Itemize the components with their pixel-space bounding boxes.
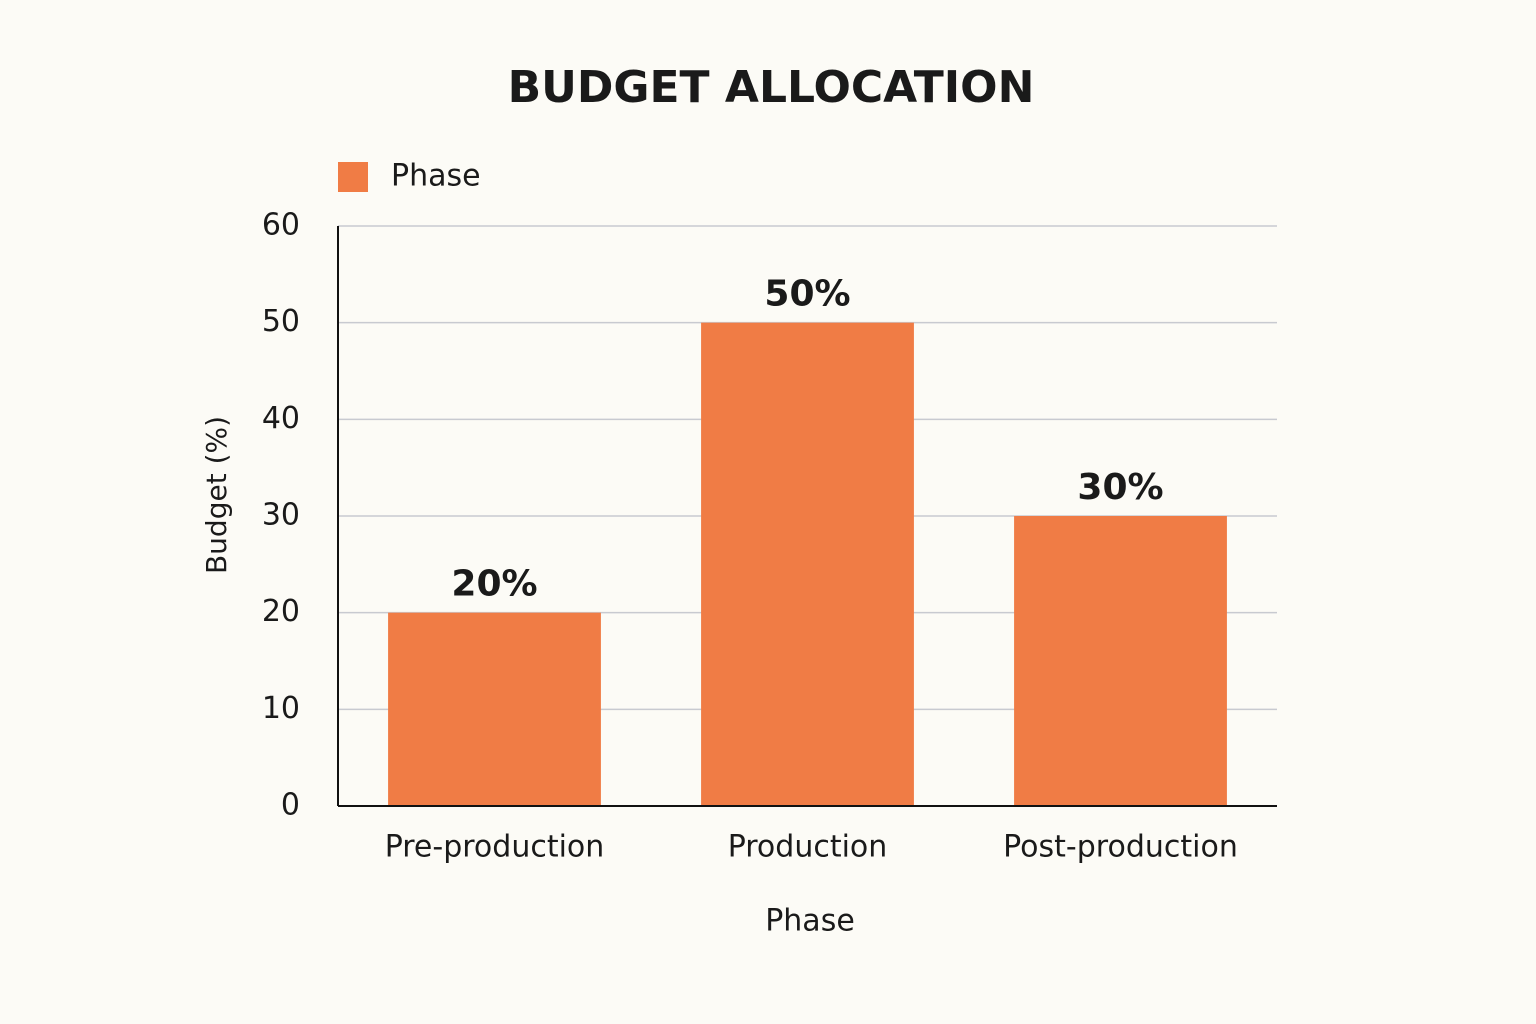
value-label: 50% [764,274,850,315]
chart-title: BUDGET ALLOCATION [508,62,1035,113]
y-tick-label: 50 [262,304,300,339]
y-tick-label: 10 [262,691,300,726]
value-label: 20% [451,564,537,605]
x-tick-label: Production [728,830,888,865]
bar [701,322,914,806]
y-tick-label: 0 [281,788,300,823]
y-axis-title: Budget (%) [200,416,233,574]
y-tick-label: 20 [262,594,300,629]
x-axis-title: Phase [765,904,855,939]
legend-swatch [338,162,368,192]
value-label: 30% [1077,467,1163,508]
bar [388,612,601,806]
y-tick-label: 60 [262,208,300,243]
bar [1014,516,1227,806]
y-tick-label: 30 [262,498,300,533]
y-tick-label: 40 [262,401,300,436]
x-tick-label: Pre-production [385,830,605,865]
legend-label: Phase [391,159,481,194]
x-tick-label: Post-production [1003,830,1238,865]
